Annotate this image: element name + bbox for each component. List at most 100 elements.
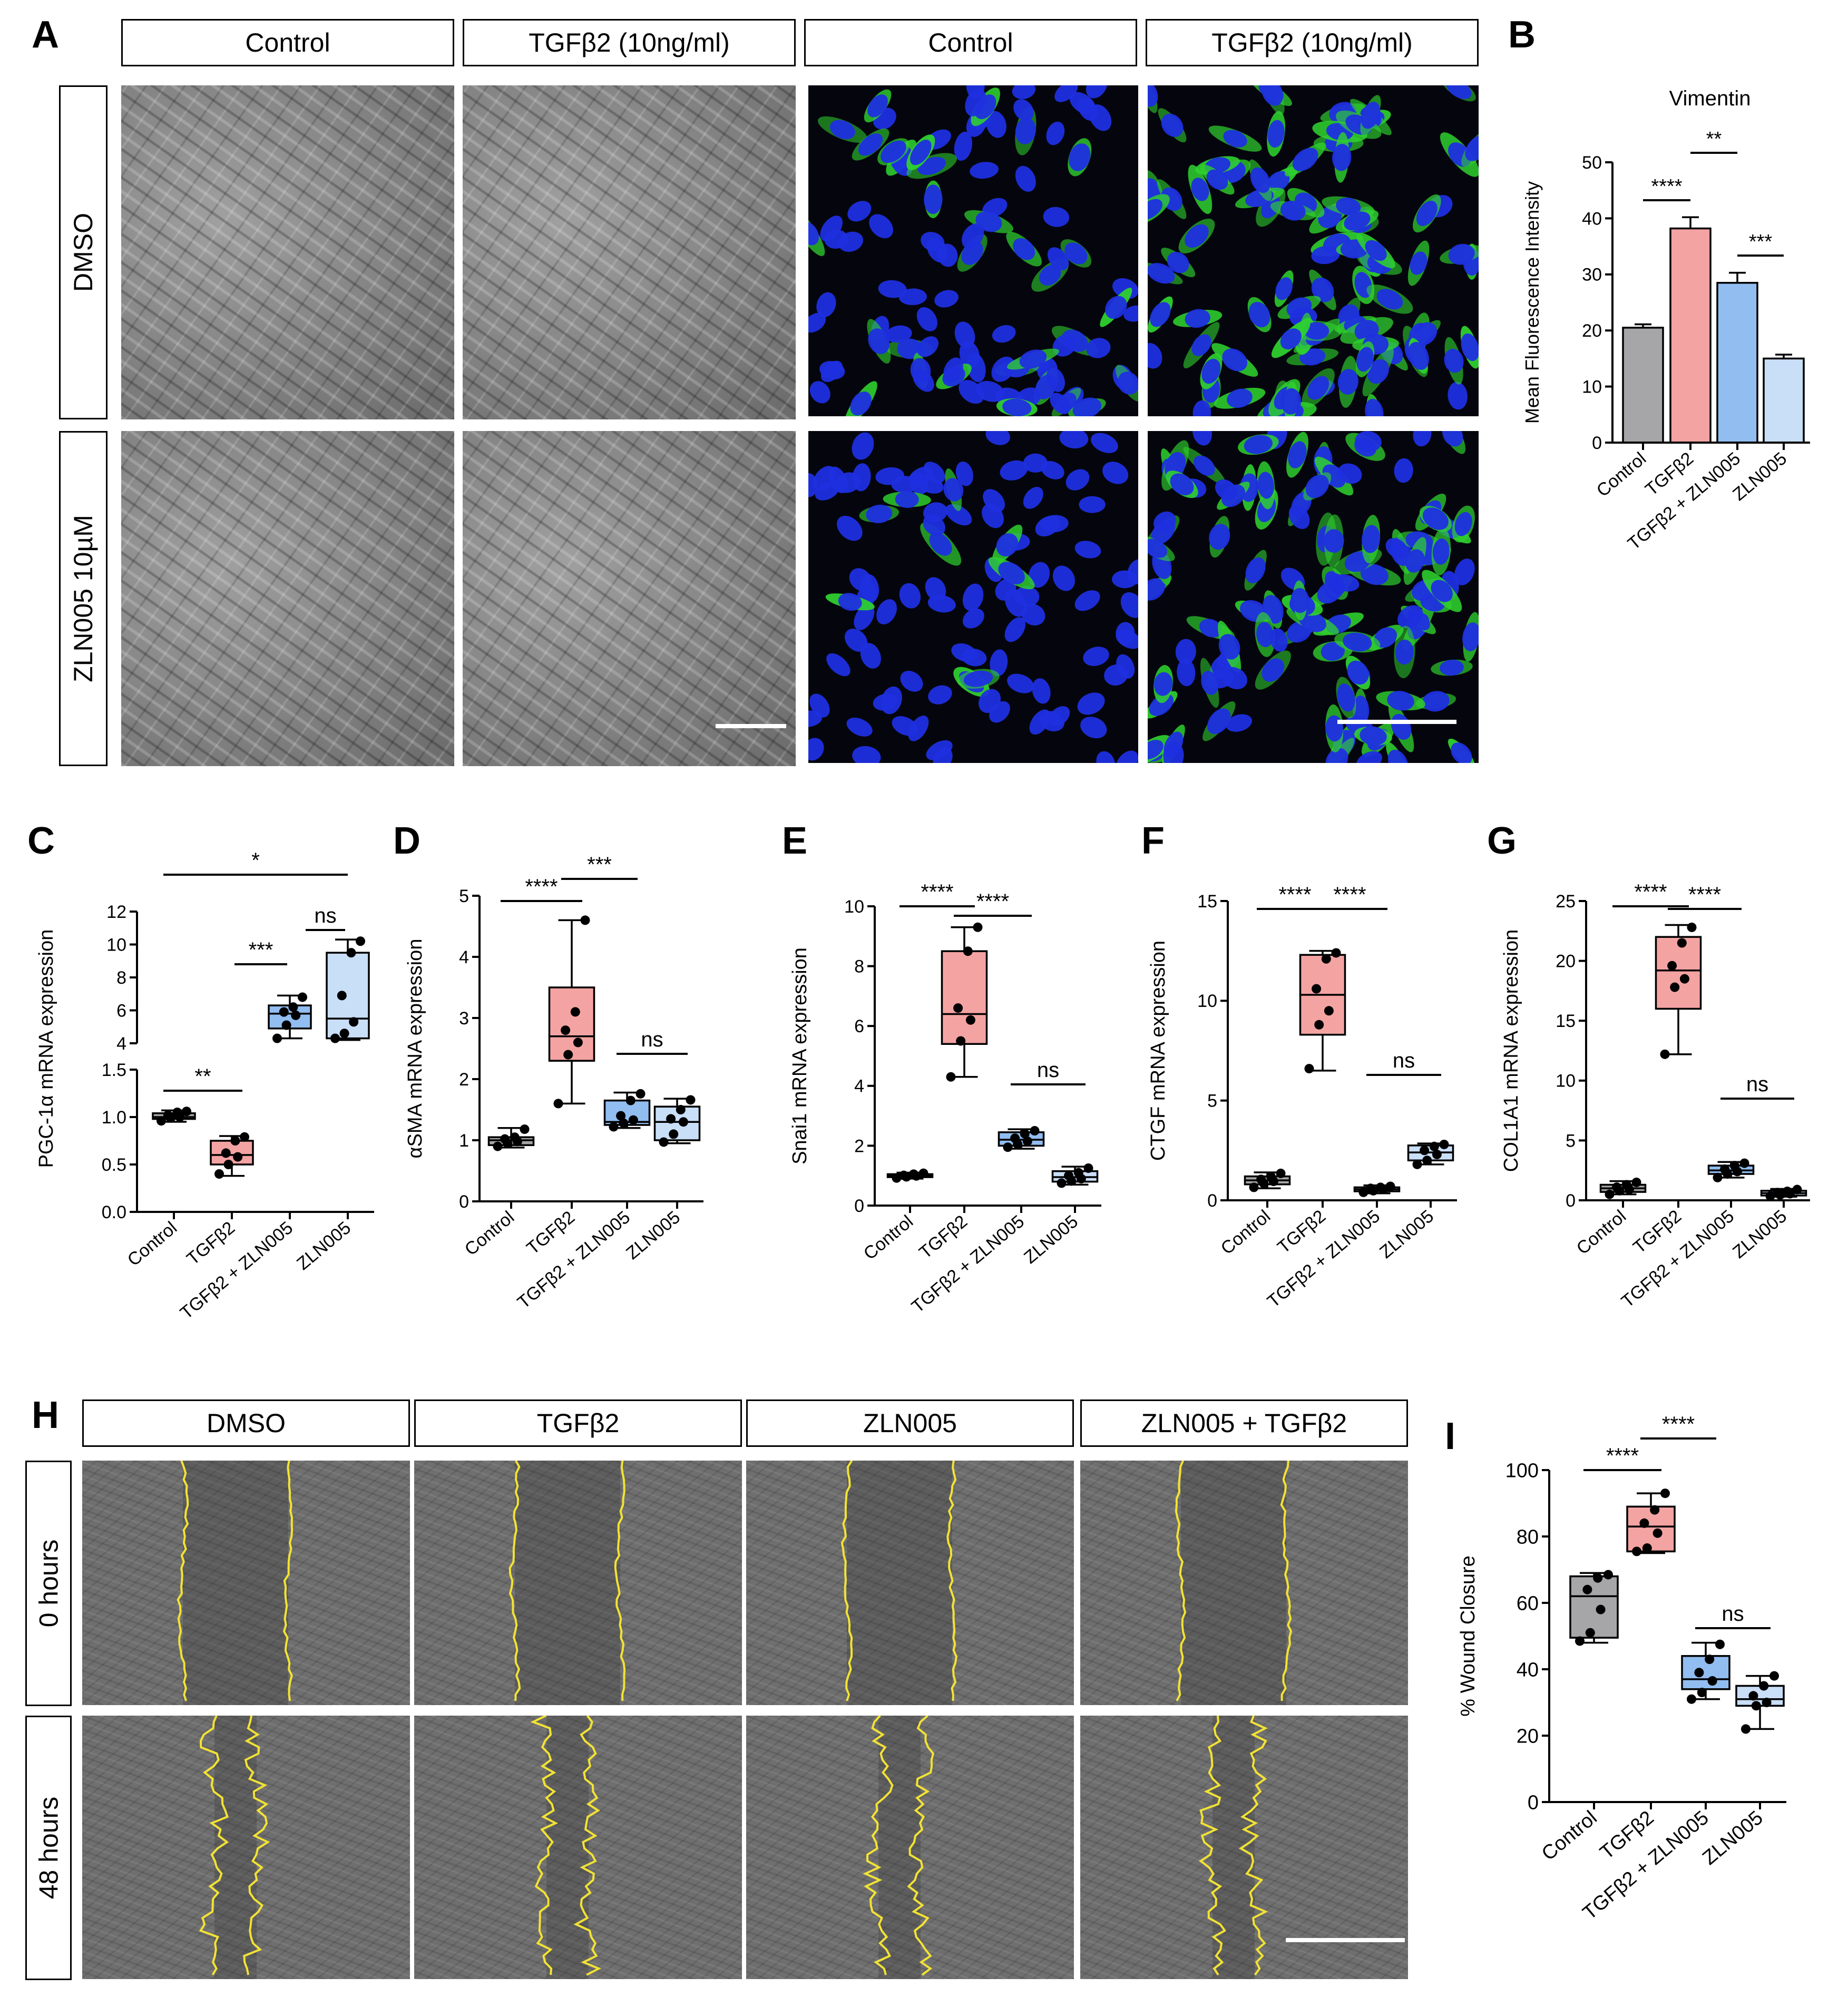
nucleus bbox=[962, 223, 984, 249]
nucleus bbox=[1148, 263, 1175, 284]
nucleus bbox=[1123, 305, 1138, 322]
data-point bbox=[272, 1033, 282, 1043]
nucleus bbox=[1462, 622, 1479, 651]
nucleus bbox=[991, 356, 1015, 382]
y-tick-label: 1.5 bbox=[102, 1060, 126, 1080]
nucleus bbox=[1015, 165, 1036, 192]
significance-label: *** bbox=[249, 938, 273, 962]
nucleus bbox=[820, 360, 843, 383]
wound-edge-line bbox=[1199, 1716, 1227, 1976]
nucleus bbox=[898, 288, 927, 306]
data-point bbox=[1420, 1146, 1430, 1156]
data-point bbox=[908, 1169, 918, 1179]
wound-edge-line bbox=[509, 1461, 521, 1701]
wound-image-tgfb2-48h bbox=[414, 1716, 742, 1979]
nucleus bbox=[1069, 92, 1096, 115]
significance-label: **** bbox=[1333, 883, 1366, 906]
nucleus bbox=[1019, 349, 1047, 369]
nucleus bbox=[1199, 619, 1223, 638]
bar bbox=[1716, 282, 1758, 444]
wound-edge-line bbox=[177, 1461, 189, 1701]
nucleus bbox=[1079, 496, 1106, 513]
nucleus bbox=[1086, 85, 1108, 99]
nucleus bbox=[970, 162, 999, 179]
nucleus bbox=[1408, 342, 1429, 370]
nucleus bbox=[1002, 398, 1032, 416]
significance-label: ns bbox=[1393, 1049, 1415, 1072]
wound-edge-line bbox=[1280, 1461, 1293, 1701]
data-point bbox=[1642, 1543, 1652, 1553]
data-point bbox=[563, 1050, 573, 1060]
nucleus bbox=[1004, 617, 1026, 642]
data-point bbox=[1792, 1185, 1802, 1195]
wound-image-dmso-48h bbox=[82, 1716, 410, 1979]
nucleus bbox=[1153, 672, 1173, 696]
nucleus bbox=[1344, 211, 1371, 231]
nucleus bbox=[867, 94, 888, 118]
data-point bbox=[965, 1015, 975, 1025]
fluorescence-image-zln005-control bbox=[808, 431, 1138, 763]
data-point bbox=[1707, 1676, 1717, 1686]
data-point bbox=[570, 1007, 580, 1017]
nucleus bbox=[1376, 289, 1403, 310]
nucleus bbox=[1177, 659, 1196, 687]
wound-edge-line bbox=[243, 1716, 270, 1975]
data-point bbox=[221, 1148, 231, 1158]
data-point bbox=[172, 1108, 182, 1117]
nucleus bbox=[1248, 301, 1270, 328]
box bbox=[1626, 1505, 1676, 1553]
nucleus bbox=[829, 120, 855, 140]
nucleus bbox=[1288, 505, 1310, 529]
phase-contrast-image-dmso-control bbox=[121, 85, 454, 419]
nucleus bbox=[962, 583, 984, 611]
nucleus bbox=[816, 292, 836, 317]
nucleus bbox=[1215, 479, 1237, 501]
y-axis-title: CTGF mRNA expression bbox=[1147, 941, 1169, 1161]
nucleus bbox=[881, 140, 906, 163]
nucleus bbox=[1163, 741, 1184, 763]
y-axis-title: % Wound Closure bbox=[1457, 1555, 1479, 1717]
nucleus bbox=[1227, 388, 1253, 408]
nucleus bbox=[1433, 539, 1450, 565]
nucleus bbox=[1032, 678, 1051, 704]
nucleus bbox=[1448, 243, 1475, 265]
y-tick-label: 10 bbox=[1556, 1071, 1576, 1091]
nucleus bbox=[1185, 224, 1209, 248]
nucleus bbox=[1074, 541, 1101, 559]
nucleus bbox=[826, 653, 850, 677]
nucleus bbox=[1201, 358, 1221, 384]
data-point bbox=[553, 1099, 563, 1109]
data-point bbox=[1739, 1158, 1749, 1168]
data-point bbox=[1773, 1188, 1783, 1198]
nucleus bbox=[1077, 692, 1105, 715]
data-point bbox=[1429, 1141, 1439, 1151]
nucleus bbox=[1394, 458, 1413, 483]
box bbox=[1681, 1655, 1730, 1690]
chart-c-pgc1a: PGC-1α mRNA expression 0.0 0.5 1.0 1.5 4 6 8 10 1… bbox=[35, 849, 374, 1323]
y-axis-title: Mean Fluorescence Intensity bbox=[1521, 181, 1543, 424]
nucleus bbox=[962, 608, 984, 629]
y-axis-title: αSMA mRNA expression bbox=[404, 939, 426, 1159]
nucleus bbox=[847, 201, 872, 222]
nucleus bbox=[1039, 265, 1061, 286]
wound-edge-line bbox=[907, 1716, 935, 1976]
nucleus bbox=[1116, 750, 1138, 763]
data-point bbox=[1422, 1156, 1432, 1166]
x-tick-label: ZLN005 bbox=[1376, 1206, 1438, 1262]
significance-label: ns bbox=[1722, 1602, 1744, 1626]
nucleus bbox=[1074, 590, 1100, 611]
scale-bar bbox=[1337, 720, 1456, 724]
significance-label: **** bbox=[525, 875, 558, 898]
data-point bbox=[1650, 1505, 1660, 1515]
data-point bbox=[1605, 1189, 1615, 1199]
nucleus bbox=[1395, 639, 1414, 665]
chart-e-snai1: Snai1 mRNA expression0246810ControlTGFβ2… bbox=[789, 880, 1101, 1317]
nucleus bbox=[1360, 564, 1389, 585]
x-tick-label: Control bbox=[1593, 448, 1650, 501]
nucleus bbox=[849, 568, 872, 591]
nucleus bbox=[1311, 246, 1340, 265]
nucleus bbox=[1035, 515, 1061, 537]
nucleus bbox=[1046, 121, 1065, 145]
wound-image-zln005-tgfb2-48h bbox=[1080, 1716, 1408, 1979]
panel-a-col-header-1: Control bbox=[121, 19, 454, 66]
